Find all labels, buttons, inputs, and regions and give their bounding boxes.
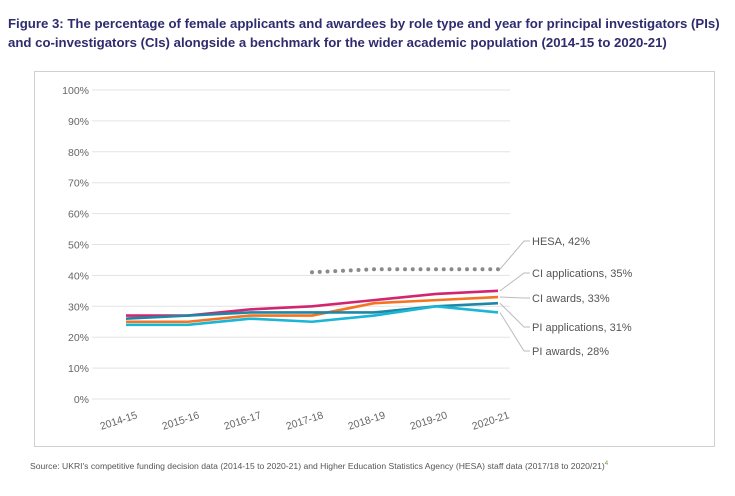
y-tick-label: 50% — [68, 240, 89, 252]
source-note: Source: UKRI's competitive funding decis… — [30, 461, 608, 471]
y-tick-label: 10% — [68, 363, 89, 375]
y-tick-label: 60% — [68, 209, 89, 221]
hesa-point — [379, 267, 384, 272]
hesa-point — [341, 268, 345, 273]
hesa-point — [434, 267, 438, 272]
hesa-point — [488, 267, 493, 272]
hesa-point — [333, 269, 338, 274]
leader-line — [499, 272, 530, 292]
hesa-point — [480, 267, 485, 272]
series-line-ci-awards — [126, 295, 499, 324]
hesa-point — [310, 270, 314, 275]
x-tick-label: 2014-15 — [99, 409, 140, 432]
hesa-point — [441, 267, 446, 272]
leader-line — [499, 302, 530, 328]
series-label: CI applications, 35% — [532, 268, 632, 280]
hesa-point — [472, 267, 477, 272]
chart-frame — [34, 71, 715, 447]
hesa-point — [457, 267, 462, 272]
y-tick-label: 90% — [68, 116, 89, 128]
series-line-pi-awards — [126, 304, 499, 327]
hesa-point — [372, 267, 376, 272]
y-tick-label: 0% — [74, 394, 89, 406]
hesa-point — [348, 268, 353, 273]
hesa-point — [410, 267, 415, 272]
leader-line — [499, 312, 530, 352]
footnote-ref: 4 — [604, 461, 609, 468]
y-tick-label: 70% — [68, 178, 89, 190]
y-tick-label: 30% — [68, 301, 89, 313]
series-label: PI awards, 28% — [532, 346, 609, 358]
hesa-point — [325, 269, 330, 274]
series-label: HESA, 42% — [532, 236, 590, 248]
series-label: PI applications, 31% — [532, 322, 632, 334]
hesa-point — [356, 267, 361, 272]
x-tick-label: 2017-18 — [285, 409, 326, 432]
hesa-point — [418, 267, 423, 272]
hesa-point — [395, 267, 400, 272]
y-tick-label: 80% — [68, 147, 89, 159]
hesa-point — [449, 267, 454, 272]
hesa-point — [387, 267, 392, 272]
source-text: Source: UKRI's competitive funding decis… — [30, 461, 605, 471]
chart-title: Figure 3: The percentage of female appli… — [8, 16, 720, 50]
hesa-point — [403, 267, 407, 272]
x-tick-label: 2020-21 — [471, 409, 512, 432]
y-tick-label: 100% — [62, 85, 89, 97]
leader-line — [499, 240, 530, 270]
y-tick-label: 20% — [68, 332, 89, 344]
x-tick-label: 2018-19 — [347, 409, 388, 432]
x-tick-label: 2016-17 — [223, 409, 264, 432]
hesa-point — [465, 267, 469, 272]
hesa-point — [364, 267, 369, 272]
y-tick-label: 40% — [68, 270, 89, 282]
leader-line — [499, 296, 530, 299]
x-tick-label: 2019-20 — [409, 409, 450, 432]
x-tick-label: 2015-16 — [161, 409, 202, 432]
hesa-point — [496, 267, 500, 272]
series-label: CI awards, 33% — [532, 293, 610, 305]
hesa-point — [426, 267, 431, 272]
hesa-point — [317, 269, 322, 274]
